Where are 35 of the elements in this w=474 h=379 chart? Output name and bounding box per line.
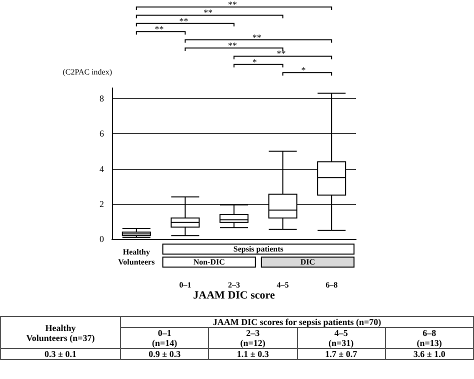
x-tick-label: Healthy Volunteers bbox=[118, 248, 155, 267]
text: 3.6 ± 1.0 bbox=[385, 348, 474, 360]
text: * bbox=[252, 56, 258, 67]
y-tick-label: 4 bbox=[100, 164, 104, 174]
y-tick-label: 8 bbox=[100, 94, 104, 104]
text: 0.9 ± 0.3 bbox=[120, 348, 209, 360]
text: ** bbox=[154, 24, 164, 34]
x-tick-label: 2–3 bbox=[228, 280, 240, 290]
text: 1.7 ± 0.7 bbox=[297, 348, 386, 360]
text: 6–8 (n=13) bbox=[385, 328, 474, 348]
text: 2–3 (n=12) bbox=[208, 328, 297, 348]
text: 1.1 ± 0.3 bbox=[208, 348, 297, 360]
text: JAAM DIC scores for sepsis patients (n=70) bbox=[120, 316, 474, 328]
text: Healthy Volunteers (n=37) bbox=[0, 316, 120, 348]
text: 0.3 ± 0.1 bbox=[0, 348, 120, 360]
y-tick-label: 2 bbox=[100, 198, 104, 209]
x-axis-title: JAAM DIC score bbox=[193, 290, 275, 302]
text: ** bbox=[228, 40, 238, 50]
text: ** bbox=[228, 0, 238, 10]
y-tick-label: 6 bbox=[100, 128, 104, 139]
text: 0–1 (n=14) bbox=[120, 328, 209, 348]
text: 4–5 (n=31) bbox=[297, 328, 386, 348]
text: ** bbox=[252, 32, 262, 42]
y-tick-label: 0 bbox=[100, 234, 104, 244]
x-tick-label: 6–8 bbox=[326, 280, 338, 290]
text: ** bbox=[276, 48, 286, 59]
x-tick-label: 4–5 bbox=[276, 280, 289, 290]
text: ** bbox=[179, 16, 189, 26]
text: ** bbox=[204, 8, 214, 18]
text: * bbox=[301, 65, 306, 76]
text: Non-DIC bbox=[193, 258, 226, 267]
y-axis-title: (C2PAC index) bbox=[62, 68, 112, 76]
text: Sepsis patients bbox=[233, 244, 284, 254]
x-tick-label: 0–1 bbox=[179, 280, 192, 290]
text: DIC bbox=[300, 258, 316, 267]
